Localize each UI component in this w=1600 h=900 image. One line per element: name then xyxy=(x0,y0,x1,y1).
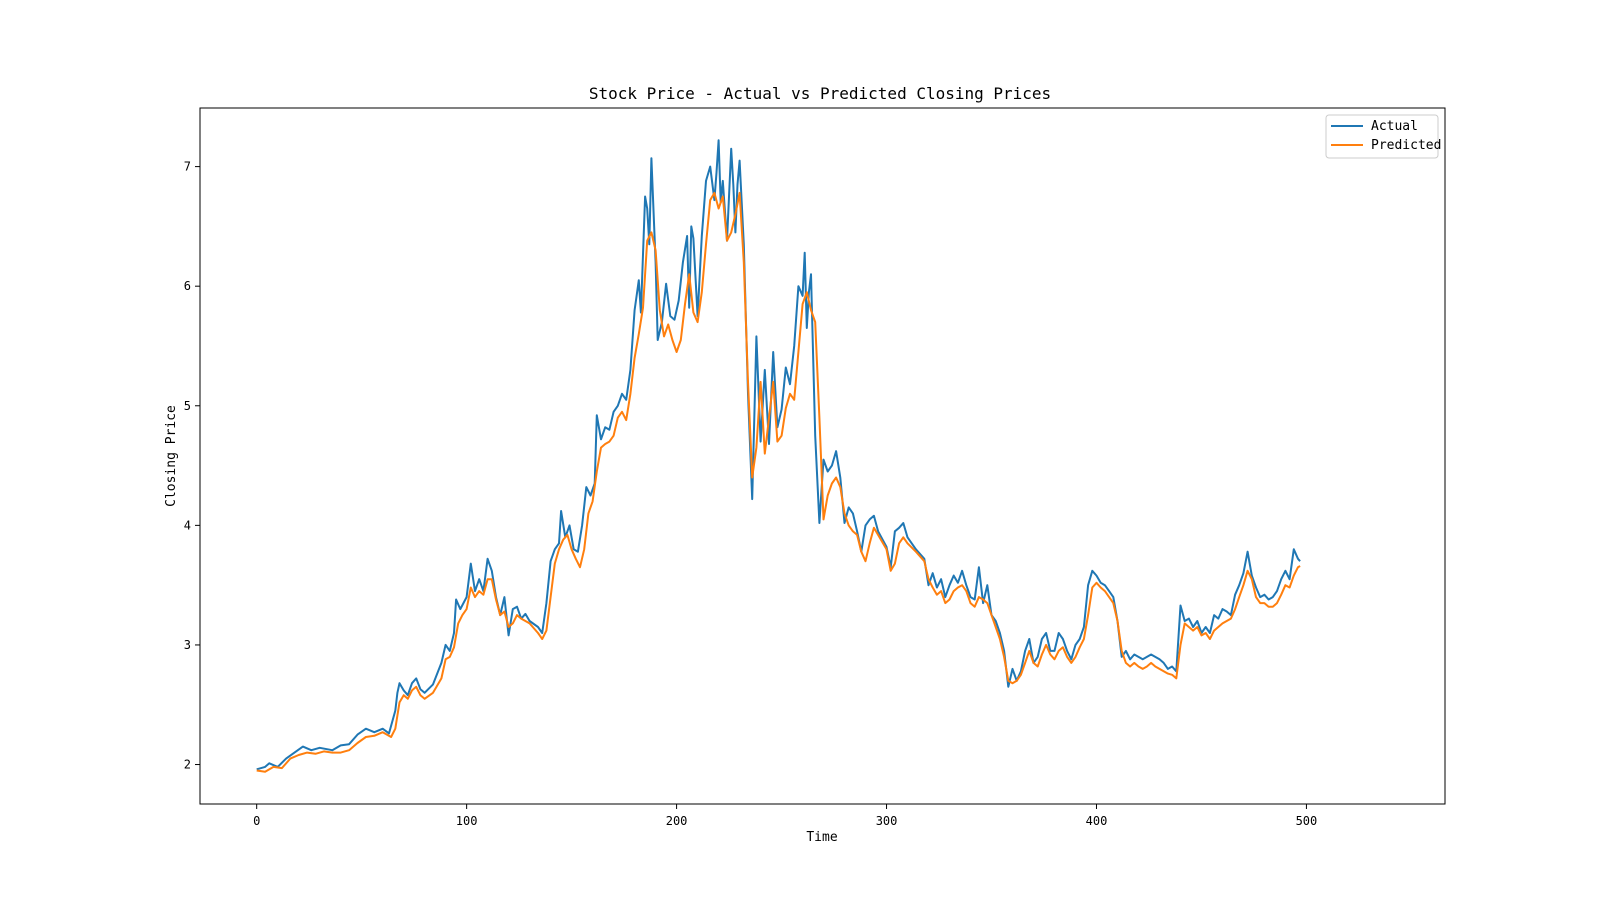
y-tick-label: 2 xyxy=(184,758,191,772)
x-axis-ticks: 0 100 200 300 400 500 xyxy=(253,804,1317,828)
legend-label-predicted: Predicted xyxy=(1371,138,1441,153)
x-tick-label: 0 xyxy=(253,814,260,828)
x-tick-label: 100 xyxy=(456,814,478,828)
y-tick-label: 5 xyxy=(184,399,191,413)
x-tick-label: 500 xyxy=(1296,814,1318,828)
y-tick-label: 7 xyxy=(184,160,191,174)
y-axis-label: Closing Price xyxy=(164,405,179,507)
plot-area xyxy=(199,107,1446,805)
x-tick-label: 300 xyxy=(876,814,898,828)
y-tick-label: 4 xyxy=(184,518,191,532)
series-line-predicted xyxy=(256,191,1301,773)
plot-frame xyxy=(199,107,1446,805)
series-layer xyxy=(256,139,1301,773)
chart-title: Stock Price - Actual vs Predicted Closin… xyxy=(589,84,1051,103)
legend-label-actual: Actual xyxy=(1371,119,1418,134)
y-tick-label: 3 xyxy=(184,638,191,652)
x-axis-label: Time xyxy=(806,830,837,845)
x-tick-label: 200 xyxy=(666,814,688,828)
chart-legend: Actual Predicted xyxy=(1325,114,1441,159)
x-tick-label: 400 xyxy=(1086,814,1108,828)
y-axis-ticks: 2 3 4 5 6 7 xyxy=(184,160,200,772)
y-tick-label: 6 xyxy=(184,279,191,293)
